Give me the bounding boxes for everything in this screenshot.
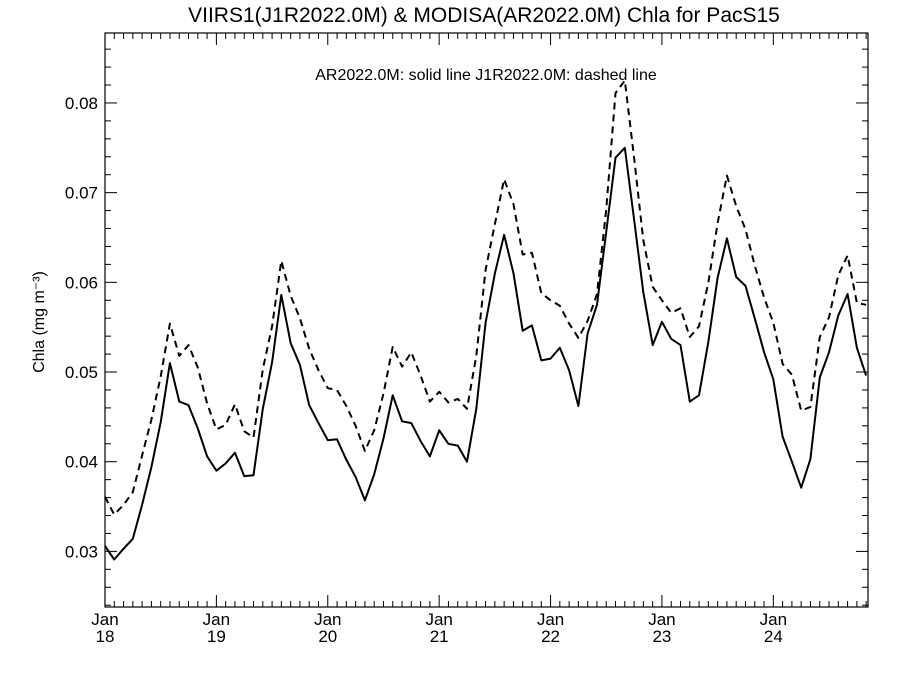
chart-title: VIIRS1(J1R2022.0M) & MODISA(AR2022.0M) C… — [188, 4, 780, 27]
x-tick-month-label: Jan — [91, 610, 118, 629]
y-tick-label: 0.03 — [65, 542, 98, 561]
axis-ticks: 0.030.040.050.060.070.08Jan18Jan19Jan20J… — [65, 33, 868, 646]
x-tick-year-label: 18 — [96, 627, 115, 646]
series-line-ar2022-0m — [104, 146, 868, 561]
y-tick-label: 0.05 — [65, 363, 98, 382]
y-tick-label: 0.04 — [65, 453, 98, 472]
y-axis-label: Chla (mg m⁻³) — [31, 271, 48, 373]
x-tick-year-label: 23 — [652, 627, 671, 646]
y-tick-label: 0.08 — [65, 94, 98, 113]
x-tick-month-label: Jan — [760, 610, 787, 629]
y-tick-label: 0.06 — [65, 273, 98, 292]
x-tick-year-label: 19 — [207, 627, 226, 646]
x-tick-year-label: 24 — [764, 627, 783, 646]
series-line-j1r2022-0m — [104, 79, 867, 516]
plot-frame — [104, 32, 869, 608]
series-annotation: AR2022.0M: solid line J1R2022.0M: dashed… — [315, 67, 657, 84]
x-tick-month-label: Jan — [203, 610, 230, 629]
series-layer — [104, 79, 868, 561]
x-tick-month-label: Jan — [425, 610, 452, 629]
x-tick-year-label: 20 — [318, 627, 337, 646]
x-tick-month-label: Jan — [648, 610, 675, 629]
x-tick-year-label: 21 — [430, 627, 449, 646]
x-tick-month-label: Jan — [314, 610, 341, 629]
x-tick-month-label: Jan — [537, 610, 564, 629]
x-tick-year-label: 22 — [541, 627, 560, 646]
y-tick-label: 0.07 — [65, 184, 98, 203]
